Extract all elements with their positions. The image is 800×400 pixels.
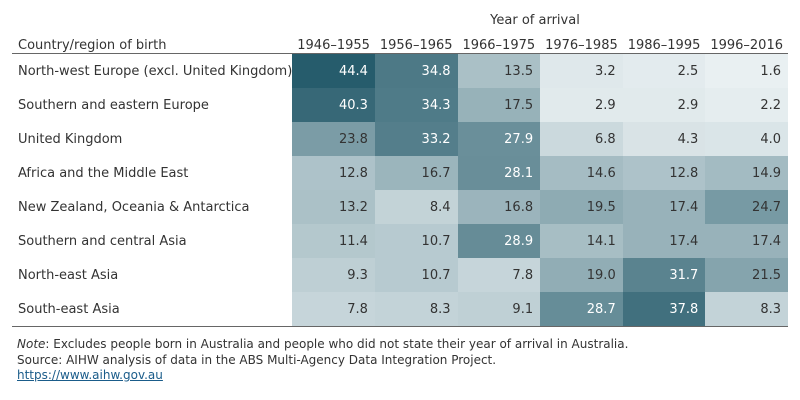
table-row: South-east Asia 7.8 8.3 9.1 28.7 37.8 8.3 bbox=[12, 292, 788, 327]
heatmap-body: North-west Europe (excl. United Kingdom)… bbox=[12, 53, 788, 327]
heat-cell: 44.4 bbox=[292, 53, 375, 88]
row-header: Country/region of birth bbox=[12, 33, 293, 54]
heat-cell: 2.2 bbox=[705, 88, 788, 122]
row-label: North-east Asia bbox=[18, 267, 119, 283]
table-row: New Zealand, Oceania & Antarctica 13.2 8.4… bbox=[12, 190, 788, 224]
heat-cell: 13.5 bbox=[457, 53, 541, 88]
heat-cell: 33.2 bbox=[374, 122, 458, 156]
heat-cell: 19.0 bbox=[540, 258, 623, 292]
row-label: South-east Asia bbox=[12, 292, 293, 327]
table-row: Africa and the Middle East 12.8 16.7 28.1 14… bbox=[12, 156, 788, 190]
heat-cell: 2.9 bbox=[622, 88, 706, 122]
source-link[interactable]: https://www.aihw.gov.au bbox=[17, 368, 163, 382]
note-label: Note bbox=[17, 337, 46, 351]
heat-cell: 37.8 bbox=[622, 292, 706, 327]
note-text: : Excludes people born in Australia and … bbox=[45, 337, 629, 351]
table-row: Southern and central Asia 11.4 10.7 28.9 14.… bbox=[12, 224, 788, 258]
heat-cell: 7.8 bbox=[457, 258, 541, 292]
heat-cell: 23.8 bbox=[292, 122, 375, 156]
heat-cell: 24.7 bbox=[705, 190, 788, 224]
heat-cell: 10.7 bbox=[374, 258, 458, 292]
heat-cell: 34.3 bbox=[374, 88, 458, 122]
heat-cell: 16.8 bbox=[457, 190, 541, 224]
heat-cell: 14.9 bbox=[705, 156, 788, 190]
heat-cell: 10.7 bbox=[374, 224, 458, 258]
row-label: Southern and eastern Europe bbox=[18, 97, 209, 113]
heat-cell: 17.4 bbox=[622, 224, 706, 258]
heat-cell: 13.2 bbox=[292, 190, 375, 224]
table-row: North-east Asia 9.3 10.7 7.8 19.0 31.7 21.5 bbox=[12, 258, 788, 292]
heat-cell: 9.1 bbox=[457, 292, 541, 327]
heat-cell: 4.3 bbox=[622, 122, 706, 156]
table-row: North-west Europe (excl. United Kingdom)… bbox=[12, 53, 788, 88]
column-header: 1946–1955 bbox=[292, 33, 375, 54]
heat-cell: 2.5 bbox=[622, 53, 706, 88]
row-label: Africa and the Middle East bbox=[18, 165, 189, 181]
heat-cell: 6.8 bbox=[540, 122, 623, 156]
heat-cell: 19.5 bbox=[540, 190, 623, 224]
heat-cell: 28.1 bbox=[457, 156, 541, 190]
row-label: United Kingdom bbox=[18, 131, 123, 147]
row-label: Southern and central Asia bbox=[18, 233, 187, 249]
heat-cell: 12.8 bbox=[622, 156, 706, 190]
heat-cell: 34.8 bbox=[374, 53, 458, 88]
row-label: North-west Europe (excl. United Kingdom) bbox=[18, 63, 293, 79]
heat-cell: 28.7 bbox=[540, 292, 623, 327]
heat-cell: 4.0 bbox=[705, 122, 788, 156]
heat-cell: 11.4 bbox=[292, 224, 375, 258]
row-label: New Zealand, Oceania & Antarctica bbox=[18, 199, 250, 215]
heat-cell: 21.5 bbox=[705, 258, 788, 292]
heat-cell: 40.3 bbox=[292, 88, 375, 122]
column-header: 1996–2016 bbox=[705, 33, 788, 54]
heat-cell: 7.8 bbox=[292, 292, 375, 327]
heat-cell: 17.5 bbox=[457, 88, 541, 122]
footnotes: Note: Excludes people born in Australia … bbox=[17, 337, 628, 384]
heat-cell: 17.4 bbox=[622, 190, 706, 224]
heatmap-table: Country/region of birth 1946–1955 1956–19… bbox=[12, 33, 788, 327]
column-header: 1986–1995 bbox=[622, 33, 706, 54]
heat-cell: 16.7 bbox=[374, 156, 458, 190]
heat-cell: 8.3 bbox=[374, 292, 458, 327]
column-header: 1956–1965 bbox=[374, 33, 458, 54]
heat-cell: 14.6 bbox=[540, 156, 623, 190]
heat-cell: 17.4 bbox=[705, 224, 788, 258]
heat-cell: 27.9 bbox=[457, 122, 541, 156]
note-line: Note: Excludes people born in Australia … bbox=[17, 337, 628, 353]
table-row: Southern and eastern Europe 40.3 34.3 17.5 2… bbox=[12, 88, 788, 122]
column-group-header: Year of arrival bbox=[490, 13, 580, 28]
column-header: 1976–1985 bbox=[540, 33, 623, 54]
heat-cell: 14.1 bbox=[540, 224, 623, 258]
source-line: Source: AIHW analysis of data in the ABS… bbox=[17, 352, 497, 367]
heat-cell: 2.9 bbox=[540, 88, 623, 122]
heat-cell: 28.9 bbox=[457, 224, 541, 258]
heat-cell: 8.3 bbox=[705, 292, 788, 327]
heat-cell: 3.2 bbox=[540, 53, 623, 88]
table-row: United Kingdom 23.8 33.2 27.9 6.8 4.3 4.0 bbox=[12, 122, 788, 156]
header-row: Country/region of birth 1946–1955 1956–19… bbox=[12, 33, 788, 54]
heat-cell: 12.8 bbox=[292, 156, 375, 190]
heat-cell: 31.7 bbox=[622, 258, 706, 292]
heat-cell: 1.6 bbox=[705, 53, 788, 88]
heat-cell: 8.4 bbox=[374, 190, 458, 224]
column-header: 1966–1975 bbox=[457, 33, 541, 54]
heat-cell: 9.3 bbox=[292, 258, 375, 292]
